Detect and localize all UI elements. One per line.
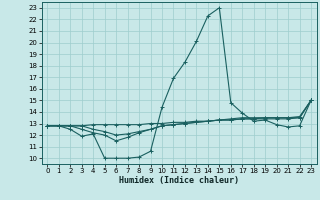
X-axis label: Humidex (Indice chaleur): Humidex (Indice chaleur) (119, 176, 239, 185)
